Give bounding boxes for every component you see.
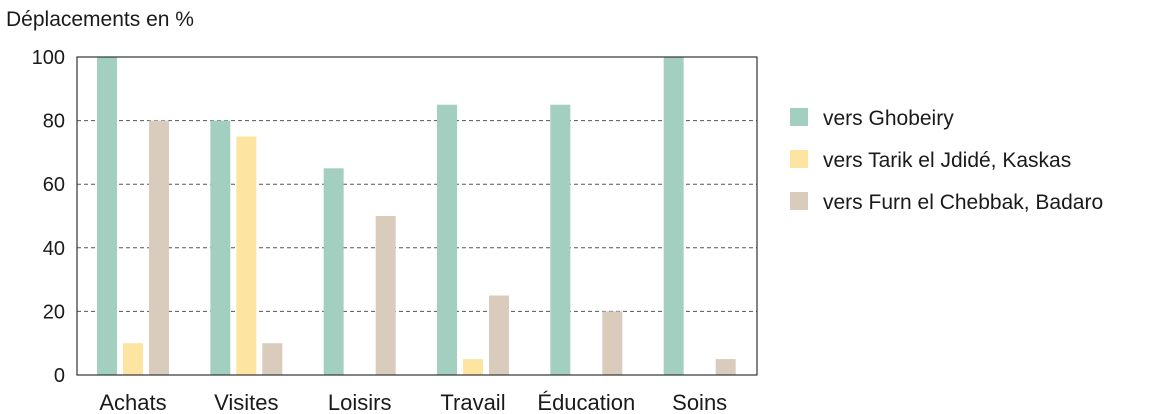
bar-éducation-series-0 xyxy=(550,104,571,375)
bar-loisirs-series-2 xyxy=(375,216,396,375)
legend-label: vers Ghobeiry xyxy=(823,107,954,130)
category-label: Loisirs xyxy=(328,390,392,414)
y-tick-label: 60 xyxy=(43,174,65,196)
bar-soins-series-2 xyxy=(715,359,736,375)
legend-swatch xyxy=(790,108,808,126)
legend-label: vers Furn el Chebbak, Badaro xyxy=(823,191,1103,214)
bars xyxy=(97,57,736,375)
bar-achats-series-1 xyxy=(123,343,143,375)
legend: vers Ghobeiry vers Tarik el Jdidé, Kaskas… xyxy=(790,107,1103,214)
legend-swatch xyxy=(790,150,808,168)
category-label: Éducation xyxy=(537,390,635,414)
y-axis-label: Déplacements en % xyxy=(6,8,194,31)
y-tick-label: 0 xyxy=(54,365,65,387)
y-tick-label: 80 xyxy=(43,111,65,133)
y-tick-label: 20 xyxy=(43,301,65,323)
bar-visites-series-1 xyxy=(236,136,257,375)
x-axis: Achats Visites Loisirs Travail Éducation Soin… xyxy=(99,390,727,414)
gridlines xyxy=(77,120,757,312)
bar-soins-series-0 xyxy=(663,57,684,375)
category-label: Soins xyxy=(672,390,727,414)
category-label: Achats xyxy=(99,390,166,414)
bar-visites-series-0 xyxy=(210,120,231,375)
y-tick-label: 100 xyxy=(32,47,65,69)
bar-visites-series-2 xyxy=(262,343,283,375)
legend-label: vers Tarik el Jdidé, Kaskas xyxy=(823,149,1071,172)
bar-travail-series-2 xyxy=(489,295,509,375)
y-tick-label: 40 xyxy=(43,238,65,260)
bar-loisirs-series-0 xyxy=(323,168,344,375)
bar-éducation-series-2 xyxy=(602,311,623,375)
category-label: Visites xyxy=(214,390,278,414)
bar-achats-series-0 xyxy=(97,57,117,375)
y-axis: 0 20 40 60 80 100 xyxy=(32,47,65,387)
bar-travail-series-1 xyxy=(463,359,483,375)
plot-frame xyxy=(76,56,758,376)
legend-swatch xyxy=(790,192,808,210)
category-label: Travail xyxy=(440,390,505,414)
bar-achats-series-2 xyxy=(149,120,169,375)
bar-travail-series-0 xyxy=(437,104,457,375)
